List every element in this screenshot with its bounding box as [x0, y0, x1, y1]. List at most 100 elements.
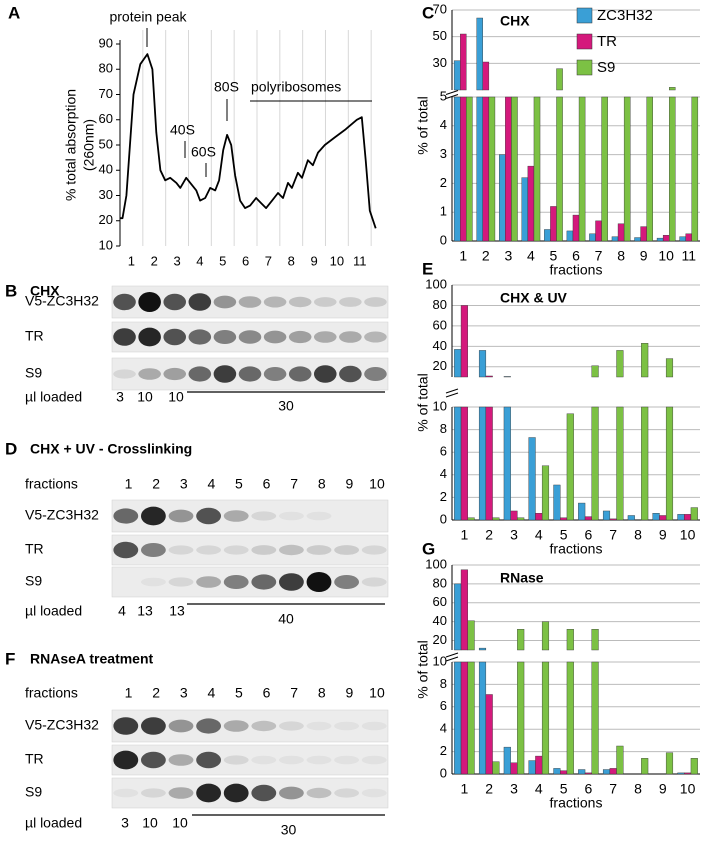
blot-band: [138, 368, 161, 380]
bar: [665, 406, 674, 521]
blot-band: [113, 541, 139, 559]
annotation: protein peak: [109, 9, 187, 25]
legend-swatch: [576, 7, 593, 24]
bar: [669, 87, 676, 91]
y-tick-label: 0: [440, 765, 447, 780]
chart-title: CHX: [500, 13, 530, 29]
annotation: 60S: [191, 144, 216, 160]
bar: [591, 406, 599, 521]
fraction-number: 9: [345, 685, 353, 701]
bar: [517, 661, 525, 775]
bar: [460, 33, 467, 91]
blot-band: [306, 721, 332, 731]
bar: [601, 96, 608, 242]
fraction-number: 8: [318, 476, 326, 492]
bar: [584, 772, 592, 775]
bar: [677, 514, 685, 521]
fraction-number: 2: [152, 476, 160, 492]
x-tick-label: 4: [535, 781, 543, 797]
blot-band: [263, 296, 287, 308]
blot-band: [251, 511, 277, 521]
x-axis-label: fractions: [550, 541, 603, 557]
blot-band: [140, 717, 166, 735]
x-tick-label: 9: [310, 253, 317, 268]
chart-title: CHX & UV: [500, 290, 568, 306]
blot-band: [113, 717, 139, 735]
bar: [679, 236, 686, 242]
loaded-amount: 30: [278, 398, 294, 414]
bar: [609, 768, 617, 775]
bar: [616, 745, 624, 775]
panel-label: D: [5, 439, 17, 458]
blot-band: [188, 329, 212, 345]
blot-band: [163, 367, 187, 381]
loaded-label: µl loaded: [25, 815, 82, 831]
fraction-number: 4: [207, 476, 215, 492]
row-label: S9: [25, 573, 42, 589]
axis-break-mark: [445, 388, 459, 394]
loaded-amount: 10: [137, 389, 153, 405]
annotation: polyribosomes: [251, 79, 341, 95]
blot-band: [140, 788, 166, 798]
bar: [566, 413, 574, 521]
bar: [560, 517, 568, 521]
y-tick-label: 40: [99, 162, 113, 177]
blot-band: [306, 511, 332, 521]
bar: [669, 96, 676, 242]
y-tick-label: 0: [440, 511, 447, 526]
blot-band: [313, 365, 337, 383]
panel-label: B: [5, 281, 17, 300]
bar: [656, 237, 664, 242]
x-tick-label: 3: [173, 253, 180, 268]
bar: [485, 375, 493, 378]
blot-band: [168, 577, 194, 587]
x-tick-label: 1: [128, 253, 135, 268]
x-tick-label: 1: [461, 527, 469, 543]
loaded-amount: 4: [118, 603, 126, 619]
bar: [454, 583, 462, 651]
bar: [640, 226, 647, 242]
blot-band: [278, 573, 304, 591]
bar: [641, 343, 649, 378]
blot-band: [251, 755, 277, 765]
x-tick-label: 7: [609, 527, 617, 543]
x-tick-label: 6: [585, 781, 593, 797]
y-axis-label: % of total: [415, 640, 431, 698]
blot-band: [251, 545, 277, 555]
bar: [544, 229, 551, 242]
bar: [482, 96, 490, 242]
x-tick-label: 2: [485, 781, 493, 797]
fraction-number: 10: [369, 685, 385, 701]
blot-band: [223, 720, 249, 732]
x-tick-label: 6: [242, 253, 249, 268]
panel-label: E: [422, 259, 433, 278]
panel-label: F: [5, 649, 15, 668]
bar: [616, 350, 624, 378]
y-tick-label: 30: [99, 187, 113, 202]
blot-band: [306, 545, 332, 555]
y-tick-label: 50: [433, 28, 447, 43]
blot-band: [251, 784, 277, 802]
blot-band: [168, 719, 194, 733]
blot-strip: [111, 777, 389, 809]
bar: [453, 60, 461, 91]
bar: [659, 515, 667, 521]
blot-band: [288, 296, 312, 308]
blot-band: [223, 510, 249, 522]
blot-band: [306, 572, 332, 592]
y-tick-label: 20: [433, 358, 447, 373]
bar: [627, 515, 635, 521]
fraction-number: 10: [369, 476, 385, 492]
blot-band: [168, 545, 194, 555]
bar: [488, 96, 496, 242]
bar: [541, 621, 550, 651]
x-tick-label: 2: [151, 253, 158, 268]
blot-band: [263, 367, 287, 381]
bar: [467, 517, 475, 521]
legend-swatch: [576, 59, 593, 76]
blot-band: [113, 750, 139, 770]
bar: [476, 96, 483, 242]
x-tick-label: 7: [609, 781, 617, 797]
blot-band: [251, 720, 277, 732]
